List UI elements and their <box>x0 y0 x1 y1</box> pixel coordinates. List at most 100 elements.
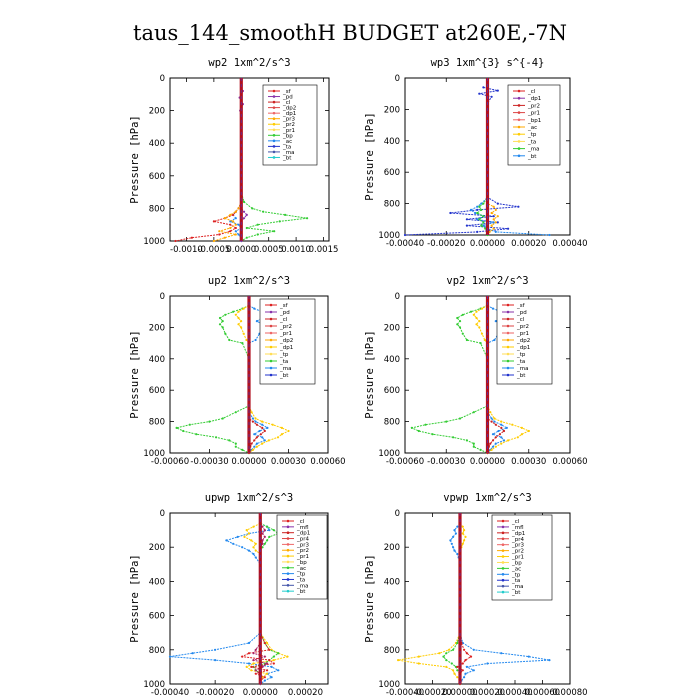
data-point <box>492 215 495 218</box>
data-point <box>229 213 232 216</box>
data-point <box>463 648 466 651</box>
legend-entry: _dp2 <box>282 106 296 112</box>
data-point <box>242 332 245 335</box>
legend-marker <box>286 584 290 587</box>
legend-entry: _ac <box>282 139 292 145</box>
y-axis-label: Pressure [hPa] <box>364 112 376 201</box>
legend-entry: _tp <box>279 352 289 358</box>
data-point <box>494 208 497 211</box>
data-point <box>255 320 258 323</box>
legend-marker <box>272 89 276 93</box>
legend-entry: _ac <box>527 125 537 131</box>
legend-entry: _tp <box>296 572 306 578</box>
data-point <box>237 310 240 313</box>
x-tick-label: 0.00060 <box>525 688 560 698</box>
legend-entry: _pr1 <box>296 554 309 560</box>
data-point <box>417 655 420 658</box>
legend-marker <box>286 566 290 570</box>
x-tick-label: 0.00030 <box>271 457 306 467</box>
data-point <box>241 342 244 345</box>
y-tick-label: 200 <box>149 323 165 333</box>
legend-entry: _ta <box>296 577 305 583</box>
data-point <box>250 539 253 542</box>
legend-entry: _sf <box>282 89 292 95</box>
data-point <box>475 310 478 313</box>
y-tick-label: 400 <box>384 577 400 587</box>
x-tick-label: 0.00000 <box>442 688 477 698</box>
legend-entry: _ma <box>516 366 528 372</box>
data-point <box>237 207 240 210</box>
legend-entry: _ma <box>511 584 523 590</box>
data-point <box>478 320 481 323</box>
data-point <box>475 316 478 320</box>
data-point <box>271 423 274 426</box>
data-point <box>461 313 464 316</box>
legend-entry: _dp2 <box>279 338 293 344</box>
data-point <box>191 652 194 655</box>
data-point <box>251 417 254 420</box>
x-tick-label: 0.00030 <box>511 457 546 467</box>
legend-entry: _cl <box>516 317 525 323</box>
data-point <box>250 411 253 414</box>
data-point <box>456 323 459 326</box>
data-point <box>245 338 248 342</box>
legend-marker <box>286 554 290 558</box>
legend-marker <box>501 531 505 535</box>
data-point <box>268 529 271 532</box>
data-point <box>472 411 475 414</box>
data-point <box>548 233 551 237</box>
data-point <box>456 665 459 669</box>
data-point <box>254 420 257 423</box>
y-tick-label: 0 <box>395 292 400 302</box>
data-point <box>453 549 456 552</box>
data-point <box>476 218 479 221</box>
data-point <box>478 205 481 208</box>
data-point <box>449 539 452 542</box>
data-point <box>452 669 455 672</box>
data-point <box>263 535 266 539</box>
data-point <box>266 539 269 542</box>
legend-entry: _cl <box>511 519 520 525</box>
data-point <box>490 448 493 451</box>
panel-3: up2 1xm^2/s^3 0 200 400 600 800 1000-0.00060 -0… <box>129 275 346 467</box>
x-tick-label: 0.0010 <box>281 245 311 255</box>
data-point <box>458 320 462 323</box>
data-point <box>234 313 237 316</box>
legend-entry: _dp2 <box>516 338 530 344</box>
data-point <box>456 641 459 645</box>
data-point <box>403 233 407 237</box>
data-point <box>215 436 218 439</box>
data-point <box>241 448 244 451</box>
data-point <box>449 211 452 215</box>
legend-marker <box>272 139 276 143</box>
data-point <box>221 326 224 329</box>
data-point <box>482 221 485 224</box>
data-point <box>254 417 257 420</box>
data-point <box>268 535 271 539</box>
x-tick-label: -0.0005 <box>197 245 230 255</box>
y-tick-label: 200 <box>384 323 400 333</box>
legend-marker <box>286 578 290 581</box>
data-point <box>490 417 493 420</box>
data-point <box>500 436 503 439</box>
data-point <box>232 220 235 223</box>
y-tick-label: 0 <box>395 74 400 84</box>
data-point <box>490 211 493 215</box>
data-point <box>494 320 497 323</box>
panel-title: up2 1xm^2/s^3 <box>208 275 290 287</box>
data-point <box>254 338 257 342</box>
data-point <box>229 230 232 233</box>
data-point <box>482 215 485 218</box>
data-point <box>277 669 280 672</box>
data-point <box>241 546 244 549</box>
data-point <box>482 86 485 89</box>
data-point <box>480 208 483 211</box>
legend-entry: _pr4 <box>296 537 310 543</box>
legend-entry: _pr2 <box>516 324 529 330</box>
data-point <box>497 429 500 433</box>
data-point <box>214 648 217 651</box>
data-point <box>256 233 259 236</box>
legend-marker <box>506 324 510 328</box>
data-point <box>478 218 481 221</box>
data-point <box>272 662 275 665</box>
